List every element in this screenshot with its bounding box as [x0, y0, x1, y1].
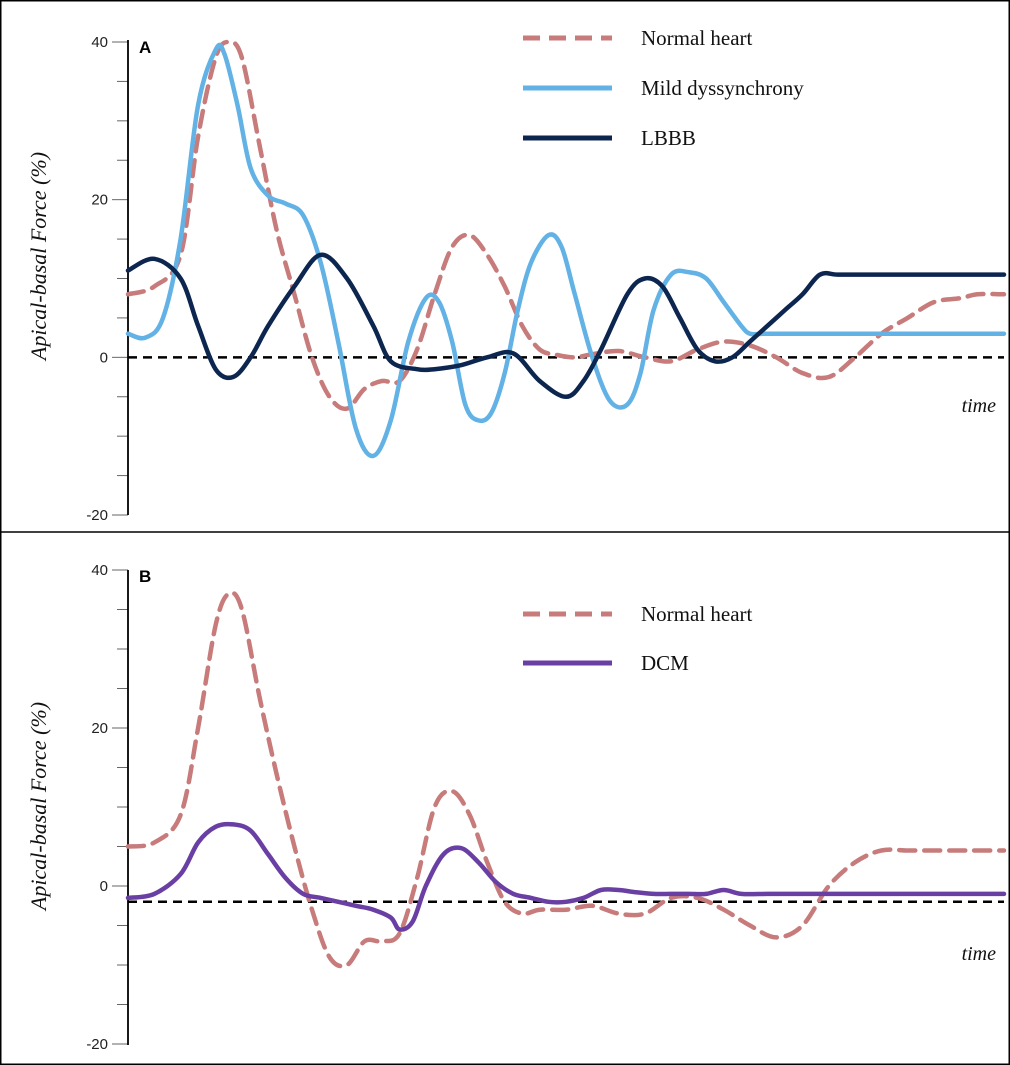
legend-a: Normal heart Mild dyssynchrony LBBB: [523, 26, 804, 150]
series-line-normal-heart: [125, 590, 1007, 969]
legend-item: Mild dyssynchrony: [523, 76, 804, 100]
y-tick-label-a: -20: [86, 507, 108, 524]
legend-label: Normal heart: [641, 602, 753, 626]
series-line-lbbb: [125, 252, 1007, 400]
y-ticks-a: 40 20 0 -20: [86, 34, 128, 524]
panel-label-b: B: [139, 567, 151, 586]
legend-item: DCM: [523, 651, 689, 675]
panel-label-a: A: [139, 38, 151, 57]
y-tick-label-a: 0: [100, 349, 108, 366]
series-line-normal-heart: [125, 39, 1007, 412]
y-tick-label-b: 20: [91, 720, 108, 737]
legend-b: Normal heart DCM: [523, 602, 753, 675]
legend-label: LBBB: [641, 126, 696, 150]
legend-label: DCM: [641, 651, 689, 675]
y-tick-label-b: 40: [91, 562, 108, 579]
y-tick-label-a: 20: [91, 192, 108, 209]
legend-item: LBBB: [523, 126, 696, 150]
x-axis-label-a: time: [962, 395, 997, 417]
series-group-b: [125, 590, 1007, 969]
x-axis-label-b: time: [962, 943, 997, 965]
y-axis-label-b: Apical-basal Force (%): [26, 702, 51, 912]
legend-item: Normal heart: [523, 26, 753, 50]
legend-item: Normal heart: [523, 602, 753, 626]
y-ticks-b: 40 20 0 -20: [86, 562, 128, 1053]
legend-label: Normal heart: [641, 26, 753, 50]
y-tick-label-b: 0: [100, 878, 108, 895]
series-group-a: [125, 39, 1007, 459]
panel-b: B Apical-basal Force (%) time 40 20 0 -20 N…: [26, 562, 1007, 1053]
series-line-dcm: [125, 821, 1007, 932]
panel-a: A Apical-basal Force (%) time 40 20 0 -20 N…: [26, 26, 1007, 524]
y-tick-label-b: -20: [86, 1036, 108, 1053]
y-axis-label-a: Apical-basal Force (%): [26, 152, 51, 362]
y-tick-label-a: 40: [91, 34, 108, 51]
series-line-mild-dyssynchrony: [125, 42, 1007, 459]
legend-label: Mild dyssynchrony: [641, 76, 804, 100]
